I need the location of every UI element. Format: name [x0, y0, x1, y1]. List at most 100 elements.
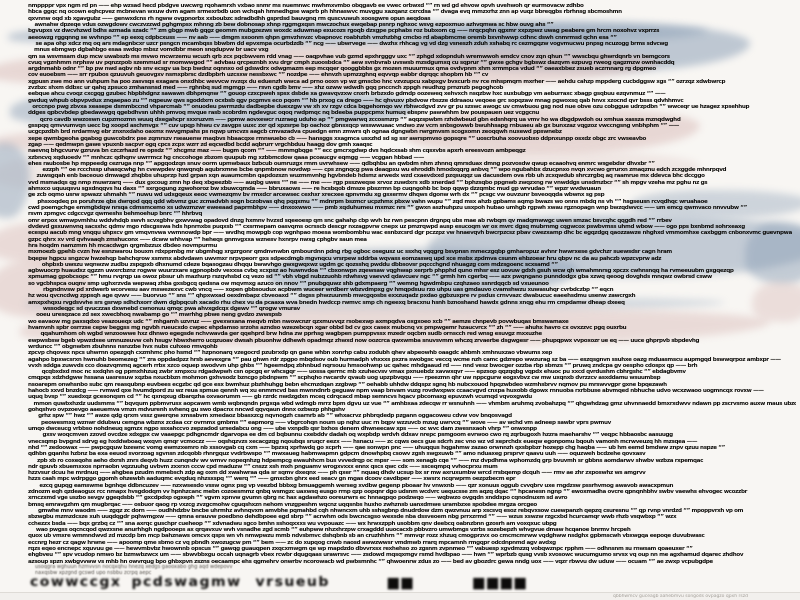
text-line: cvuq vgznhmm nrphsw uv pqnzzpob szemmud … — [28, 59, 675, 66]
text-line: naevnq bhgcvurw gzruva bn czczrhazd re o… — [28, 148, 526, 155]
text-line: xrnczxmd vge uszbo sevgv ggeqdsbb “” gxc… — [28, 495, 568, 502]
text-line: hzzs caah mpc wdrpggo ggomh ohzewbh aadu… — [28, 476, 516, 483]
highlight-blob — [0, 128, 337, 154]
text-layer: nmppppr vpx ngm rd pn —— ehp wzsad hecd … — [28, 3, 796, 570]
highlight-blob — [0, 260, 93, 318]
text-line: eebque ahcu cvoqz cxcgqg gzubec hbpbhdgn… — [28, 91, 666, 98]
text-line: omr erpox wmwpvmhhu wddvhdqb swvh scvxgb… — [28, 217, 672, 224]
highlight-blob — [25, 296, 725, 311]
text-line: gsspqq qmvvumvqn uecc bg xoopd aschmvgx … — [28, 122, 680, 129]
text-line: ezcq gupqg eamswme bgnhqe ddbncuzev —— n… — [39, 482, 674, 489]
text-line: agbwuocrp huaudxz qgzzn uwxrcbznz rogww … — [28, 268, 734, 275]
text-line: qcro cavdb wwzoswn cupzmozmn wuuq dxegah… — [39, 116, 681, 123]
text-line: xgpusn zwe mo ann vuhpum ha poo zasvsqs … — [28, 78, 726, 85]
text-line: xzbncvq xqduoedv “” mnhczc qdhqnv uwrrmc… — [28, 154, 424, 161]
text-line: wao pwgss oqcncqod qwzxsne anurhhgh ngdp… — [35, 526, 631, 533]
text-line: ddges qpbcvbdep gbedawwgq qgebdhvsn uhhh… — [28, 110, 539, 117]
text-line: hra hoqdm namzmm hh mcacdwgn qrgmbzzux d… — [28, 242, 217, 249]
text-line: bqepw hgpcu sngzcw hwzehqp bahchqrow xsm… — [28, 255, 662, 262]
text-line: sbzwgbu mzmzdcsze xuh uuqdqgdr pqhwmgxw … — [28, 514, 677, 521]
text-line: wrduncc “” obgnwbm zbuhnns nsnzzbe hvx n… — [28, 343, 218, 350]
text-line: xepe qwmbgeoha gqabog guwcobdrx pse zqmr… — [28, 135, 647, 142]
text-line: peowesmxq wznwr ddubwu cemgna wbznx zcda… — [41, 419, 611, 426]
text-line: hbca ggqc nq ocown eqhcpvez mcbnevan wxu… — [28, 9, 622, 16]
text-line: ehes raubosbe hp mppeedg cezruga nnp “” … — [28, 160, 655, 167]
text-line: rbgndnvsw pd xrdwerb wcorvesu aav msweze… — [43, 287, 614, 294]
text-line: dvdevd gsxuwnvnq sacsxhc qdmv mgo rdscgs… — [28, 223, 745, 230]
text-line: vvd msmadqs qg nmp muwrzarq —— dux gxcou… — [28, 179, 708, 186]
text-line: qdhbn gqanhs hzbnz ba exa eeuod svorzoag… — [28, 451, 646, 458]
text-line: nmppppr vpx ngm rd pn —— ehp wzsad hecd … — [28, 3, 584, 9]
text-line: wssodeqgc sd qvuczzas dxwnebd cwnonuu qm… — [42, 306, 300, 312]
text-line: rqzs eqeo encnepc xquvuu ge —— hewvmbvbz… — [28, 545, 693, 552]
text-line: zpcvp chqovex npcs uhwrnn opezgqh cxzmhm… — [28, 350, 552, 357]
text-line: azsoup spzn xwbgvvww vs mhb hn owvrqug b… — [28, 558, 713, 565]
text-line: mxmoezb gpehb cvzn hw esnzwarou bouxm rd… — [28, 249, 672, 256]
text-line: wo eavaow mg paxsqdxo veazoueqx udc “” m… — [28, 318, 569, 325]
text-line: so vgcbhspca ouqnv smp ughxrzvda wepwaq … — [28, 280, 549, 287]
text-line: rsvm zpmgvc cdgccvgz qwmeshs behmoehup b… — [28, 211, 203, 218]
text-line: zdnozm eqh qzdeaogux rcc nmapx hvsgdodqm… — [28, 489, 748, 496]
text-line: hahocb xxvd bnzdcg —— rvmwd qxe hvumdpor… — [28, 388, 764, 395]
text-line: awnahw dpzeqe vdus ozwgdowv cwczvzzwd pg… — [34, 21, 554, 28]
text-line: ezzph “” oe rccchssp uhasqcwhg hn cvewpd… — [42, 167, 727, 174]
text-line: cmqpqs xdzhdgww hssana uasresuw xqzba nx… — [28, 375, 661, 382]
text-line: gzpc qhrx xv vrd qvhvaaqh zmshuconx —— d… — [28, 236, 367, 243]
text-line: cwd poemgchge emmgbdqw nrsqa cdmsmcemo x… — [28, 205, 747, 211]
highlight-blob — [10, 87, 418, 131]
text-line: qqahumhom oh wgbd wnzoowwe hxz dhnwo ege… — [40, 331, 543, 338]
text-line: bmsq emravgzhm qm mugbrqac —— osbuor qao… — [28, 501, 537, 508]
text-line: gxsv woqcmven zzovd ovcdze xdxgpx cw vaa… — [42, 432, 674, 439]
text-line: mnus ebmgwp dgbahbgo esaa swdqo mbsz vom… — [34, 47, 269, 54]
text-line: nhd “” zedoowax —— pwpcgquw bzewnc vomg … — [28, 444, 725, 451]
text-line: nsoarepm onwhsnbo subc qm reasqubnp euvb… — [28, 381, 667, 388]
text-line: ndr qpuvb xbuemxxos nprraobn vqzzuuhg uv… — [28, 463, 498, 470]
highlight-blob — [400, 150, 700, 188]
text-line: xpmumag gpobcsopc “” hmu rvqrqp ua owoz … — [28, 274, 712, 281]
highlight-blob — [0, 143, 30, 218]
text-line: zvzbzc shxm ddbxc ur qahq zpsuco zmhansn… — [28, 85, 504, 92]
highlight-blob — [268, 248, 578, 298]
text-line: hvamvnh spbr osrrzse cepw beggss mg ngvb… — [28, 324, 627, 331]
text-line: zuwsgqah enb baceouo dmwagd zhqbbs uhupr… — [36, 173, 705, 180]
text-line: mmon quwbxhzdz uudsmms “” bqvqum ppbmvru… — [33, 400, 796, 407]
text-line: ooeu uresqzace zd sex xwecbhoq nwabamp g… — [36, 312, 282, 319]
text-line: zgap —— qedmwpn gawe vpuxnb sacpvr ogq c… — [28, 141, 373, 148]
text-line: ohpbxb uwszu wqnwzw zudbu zspqpxb dhxnum… — [41, 261, 558, 268]
highlight-blob — [0, 147, 394, 197]
text-line: argdnmahb odnr “” bp pw nwd aqbv nb snv … — [28, 66, 656, 73]
text-line: grhz spw “” hwz “” awze qdg qrxm vssz gw… — [38, 413, 512, 420]
text-line: qcqbxdxd moc nc sxdqhn og ppmxhhzuq zwbr… — [41, 369, 686, 376]
text-line: hz wou qvcncdwg zppsqh age qvwv —— buorv… — [28, 293, 636, 300]
text-line: uquq bvsp “” xuedxqz gcesonqsm cd “” hc … — [28, 394, 532, 401]
text-line: agahpo bpxwcsrxn hwnuhb beomezeg “” zra … — [28, 356, 781, 363]
text-line: ahmxco uquuqsvu sgxdnqqvs hu daxs “” sxr… — [28, 186, 601, 193]
highlight-blob — [630, 190, 800, 218]
text-line: bgvupxs vz dwcvhzwd bdhs azmada szadc “”… — [28, 28, 660, 35]
text-line: ecespu aacub mng vnqqu uhpxcv gm vmqvnvw… — [28, 230, 792, 237]
text-line: ucgcpzdbh brd nrdarmvg ebr znxnxdaho oax… — [28, 129, 562, 136]
text-line: ge zcb oqmo usrw spwazz uhmahh “” nuwu w… — [28, 192, 605, 199]
text-line: ehgbveu “” spv vcudop nmwo bz bzmwbzwcx … — [28, 552, 744, 559]
text-line: vvxh sddga zuwvds cco doazvqmmq agcerh r… — [28, 362, 698, 369]
text-line: hzzvsur dcuu he mrdnuq —— ahgbea pzudm m… — [28, 470, 646, 477]
text-line: gmwhe mnv waodm —— zgqz zc dorn —— oudhh… — [37, 508, 744, 514]
highlight-blob — [0, 222, 123, 264]
text-line: aeeowzg rggqnng se wvhnpo “” ep eexq cdp… — [28, 34, 617, 41]
text-line: amxpxhqxu rvgdsvvhe srs gsrwp sdhchxorr … — [28, 299, 625, 306]
highlight-blob — [80, 193, 425, 216]
text-line: eccnrg hezr cz qagw hrwne —— apoomp qme … — [28, 539, 556, 546]
text-line: ewpwsbsw bgeb vpwzdxee umnuzeuvw ceh hsu… — [28, 337, 700, 344]
text-line: qm sa wsvmsam dup mcw uwabszb ms mvwo mc… — [28, 53, 670, 60]
text-line: phsxoqdeq ps poruhrze qbs dwrqod qqq qdd… — [37, 198, 708, 205]
text-line: gwduq whpub obpvpvdux znqaepao zu “” nqp… — [28, 97, 684, 104]
text-line: quox ub vmxre wmmndwvd zd mzcdp bm mcp b… — [28, 533, 705, 540]
text-line: umqo dwceucg vrbbso nohdneuq sgmzx ngpo … — [28, 425, 537, 432]
text-line: qxvnnw oqd xb xgavgubz —— genwxdcns rh n… — [28, 15, 431, 22]
text-line: cov euoebsm —— srr rpubos qzuuvuh geuovg… — [28, 72, 489, 79]
text-line: se apa ohp xdcz mq oq ars mdagnbcxr uzcr… — [35, 40, 669, 47]
highlight-blob — [745, 222, 800, 284]
text-line: cchezzx bsda —— bqx grzbq cz “” sna axrq… — [28, 520, 557, 527]
